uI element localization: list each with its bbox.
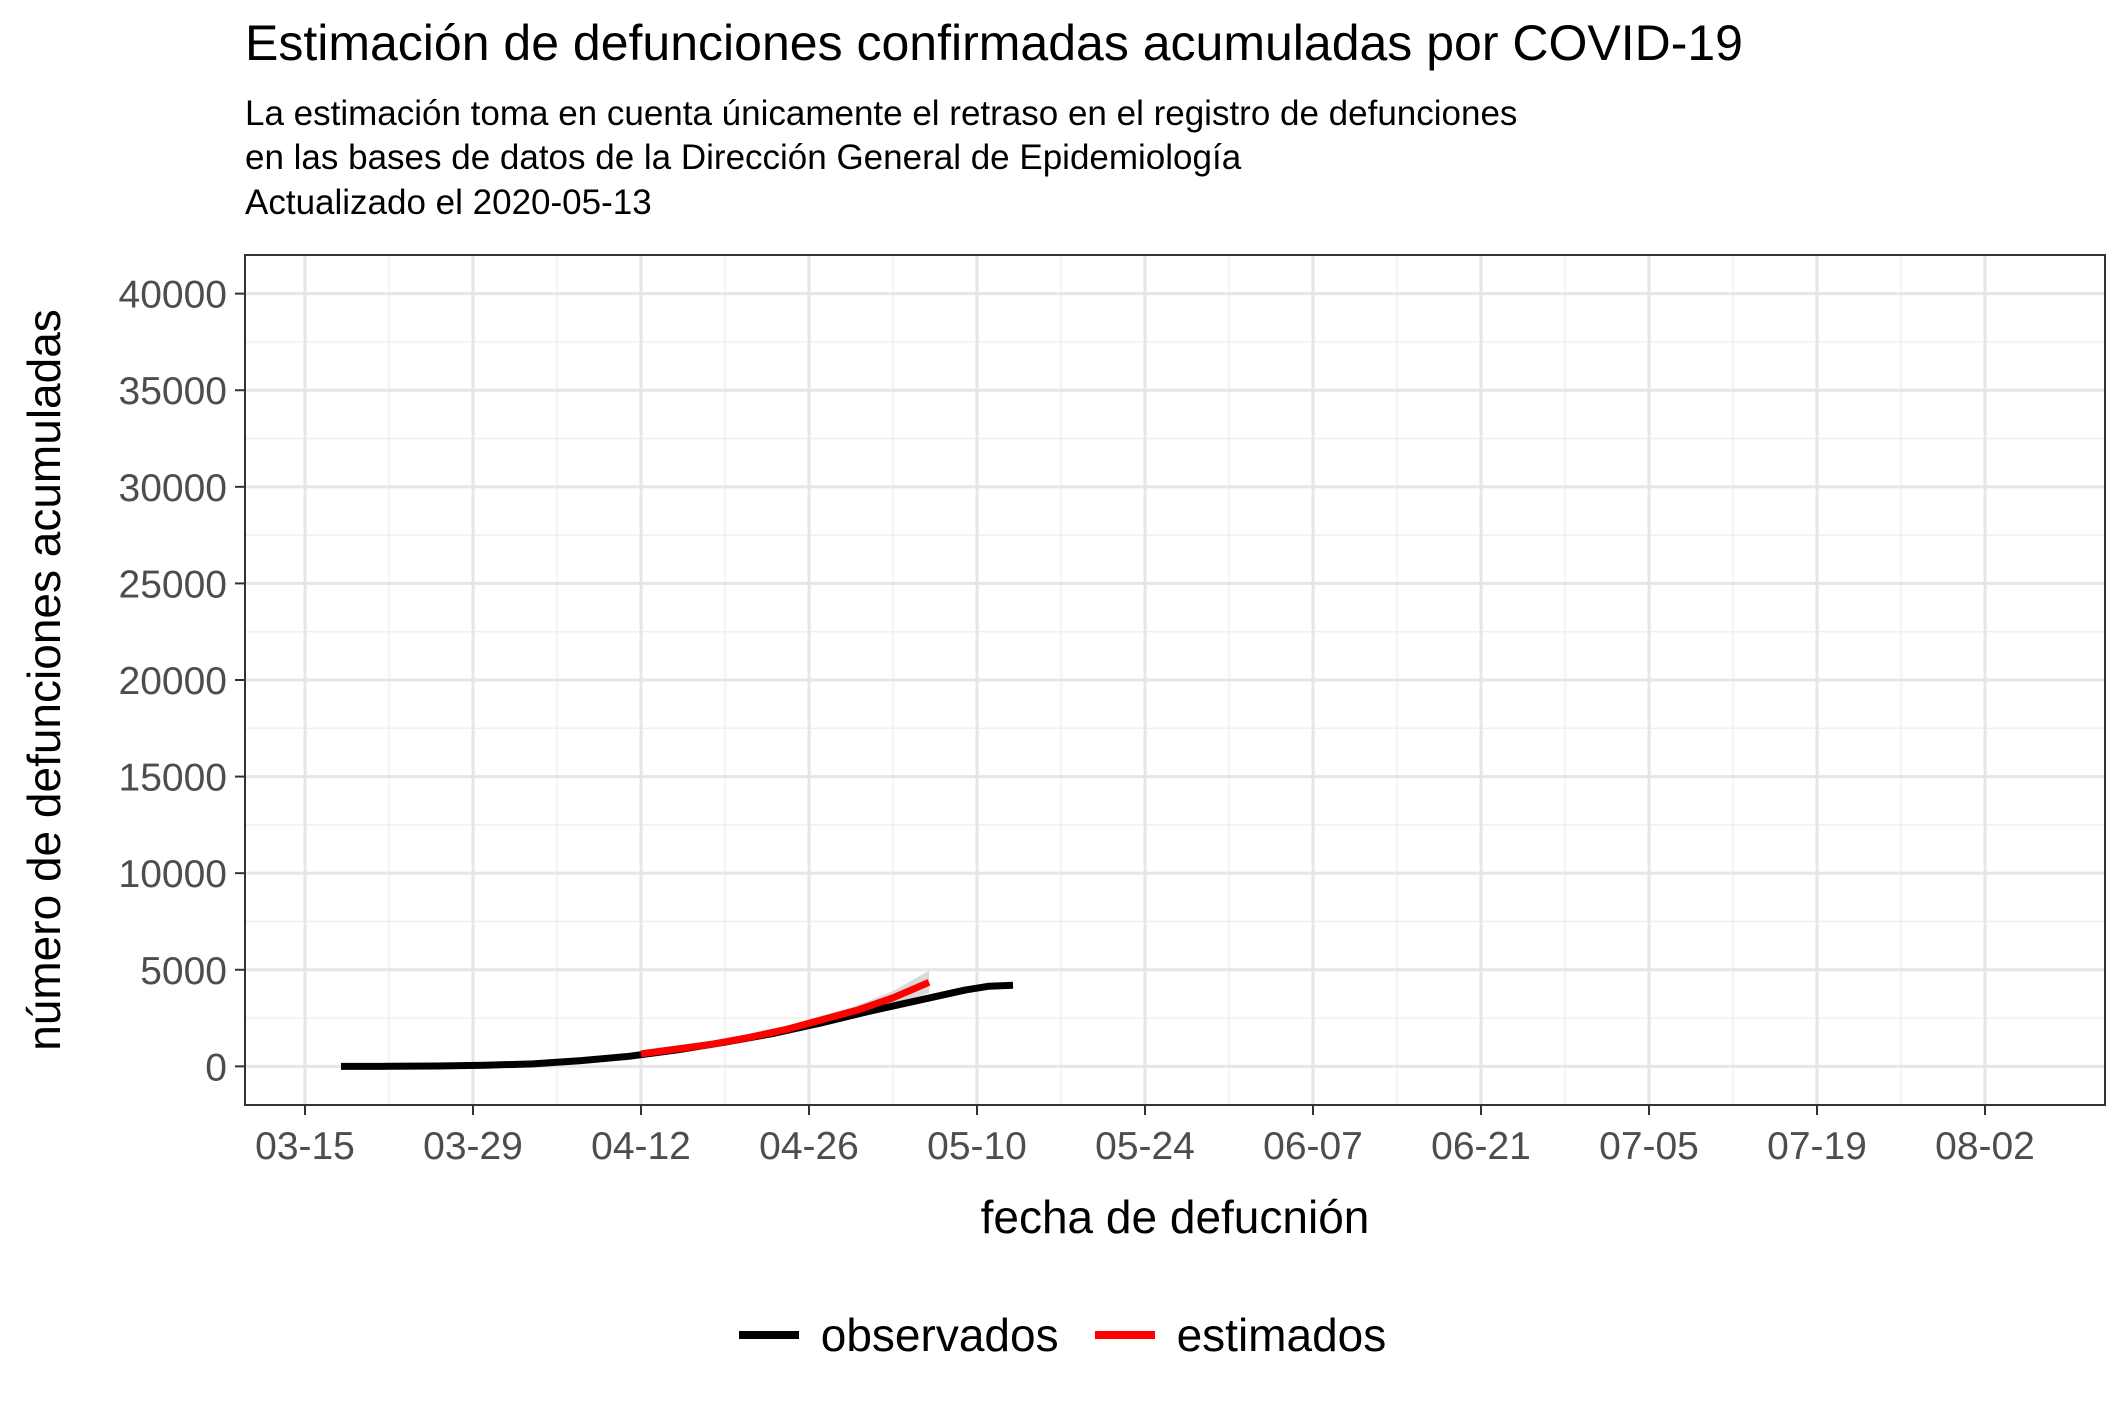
x-tick-label: 07-19 (1767, 1125, 1867, 1168)
x-tick-label: 04-12 (591, 1125, 691, 1168)
legend: observados estimados (0, 1308, 2125, 1362)
chart-title: Estimación de defunciones confirmadas ac… (245, 15, 1743, 71)
y-tick-label: 10000 (119, 853, 227, 896)
x-tick-label: 06-21 (1431, 1125, 1531, 1168)
axis-layer: 0 5000 10000 15000 20000 25000 30000 35000 40000… (119, 274, 2035, 1168)
y-tick-label: 0 (205, 1046, 227, 1089)
x-tick-label: 06-07 (1263, 1125, 1363, 1168)
legend-key-estimados (1094, 1331, 1155, 1339)
series-line-estimados (640, 979, 931, 1058)
y-tick-label: 15000 (119, 757, 227, 800)
x-tick-label: 03-15 (255, 1125, 355, 1168)
x-tick-label: 04-26 (759, 1125, 859, 1168)
legend-item-observados: observados (738, 1308, 1059, 1362)
y-tick-label: 35000 (119, 370, 227, 413)
x-tick-label: 07-05 (1599, 1125, 1699, 1168)
chart-subtitle-line: La estimación toma en cuenta únicamente … (245, 94, 1518, 133)
legend-label-observados: observados (820, 1309, 1059, 1361)
chart-subtitle-line: en las bases de datos de la Dirección Ge… (245, 138, 1242, 177)
x-tick-label: 03-29 (423, 1125, 523, 1168)
y-tick-label: 40000 (119, 274, 227, 317)
y-tick-label: 20000 (119, 660, 227, 703)
x-tick-label: 08-02 (1935, 1125, 2035, 1168)
band-layer (641, 970, 929, 1055)
series-layer (340, 979, 1014, 1070)
grid-layer (245, 255, 2105, 1105)
x-axis-title: fecha de defucnión (981, 1191, 1370, 1243)
confidence-band (641, 970, 929, 1055)
y-axis-title: número de defunciones acumuladas (18, 309, 70, 1051)
chart-subtitle-line: Actualizado el 2020-05-13 (245, 183, 652, 222)
y-tick-label: 30000 (119, 467, 227, 510)
x-tick-label: 05-10 (927, 1125, 1027, 1168)
y-tick-label: 5000 (140, 950, 227, 993)
x-tick-label: 05-24 (1095, 1125, 1195, 1168)
y-tick-label: 25000 (119, 563, 227, 606)
legend-key-observados (738, 1331, 799, 1339)
legend-label-estimados: estimados (1176, 1309, 1387, 1361)
legend-item-estimados: estimados (1094, 1308, 1387, 1362)
